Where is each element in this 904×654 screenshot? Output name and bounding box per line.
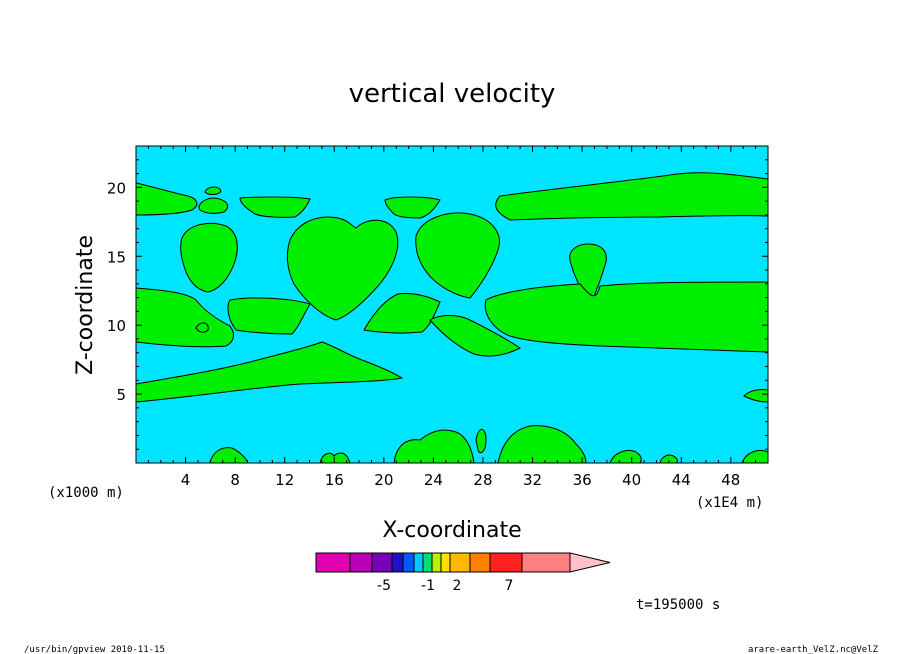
colorbar-swatch [349, 552, 373, 573]
contour-region [135, 341, 404, 403]
contour-region [198, 197, 229, 214]
colorbar-swatch [440, 552, 451, 573]
contour-region [743, 389, 769, 403]
colorbar-swatch [449, 552, 471, 573]
colorbar-swatch [402, 552, 415, 573]
contour-region [495, 172, 769, 221]
contour-region [415, 212, 500, 299]
x-tick-label: 48 [721, 471, 740, 489]
contour-region [319, 452, 351, 464]
y-axis-label: Z-coordinate [73, 235, 98, 375]
x-tick-label: 32 [523, 471, 542, 489]
colorbar-swatch [391, 552, 404, 573]
contour-region [204, 186, 222, 195]
colorbar-swatch [521, 552, 571, 573]
y-tick-label: 5 [116, 386, 126, 404]
contour-region [393, 429, 475, 464]
colorbar-extend-arrow [569, 552, 611, 573]
contour-region [227, 297, 311, 335]
colorbar-swatch [431, 552, 442, 573]
time-label: t=195000 s [636, 597, 720, 613]
contour-region [286, 216, 399, 321]
x-tick-label: 28 [473, 471, 492, 489]
x-tick-label: 44 [672, 471, 691, 489]
x-tick-label: 40 [622, 471, 641, 489]
colorbar-swatch [489, 552, 523, 573]
x-scale-note: (x1E4 m) [696, 495, 763, 511]
x-unit-label: (x1000 m) [48, 485, 124, 501]
colorbar-label: -1 [421, 578, 435, 594]
x-tick-label: 24 [424, 471, 443, 489]
colorbar-label: 2 [453, 578, 462, 594]
contour-region [239, 196, 311, 218]
contour-region [209, 447, 249, 464]
y-tick-label: 10 [107, 317, 126, 335]
x-tick-label: 8 [230, 471, 240, 489]
contour-region [609, 449, 642, 464]
colorbar-labels: -5 -1 2 7 [377, 578, 513, 594]
contour-region [475, 429, 487, 454]
contour-region [659, 454, 678, 464]
contour-regions [135, 172, 769, 464]
colorbar-label: 7 [505, 578, 514, 594]
contour-region [384, 196, 441, 219]
x-axis-ticks: 4 8 12 16 20 24 28 32 36 40 44 48 [147, 146, 757, 489]
y-axis-ticks: 5 10 15 20 [107, 159, 768, 450]
x-tick-label: 36 [573, 471, 592, 489]
contour-region [363, 293, 441, 334]
plot-frame [135, 145, 769, 464]
colorbar-swatch [371, 552, 393, 573]
colorbar-swatch [413, 552, 424, 573]
y-tick-label: 20 [107, 179, 126, 197]
y-tick-label: 15 [107, 248, 126, 266]
x-tick-label: 20 [374, 471, 393, 489]
contour-region [180, 222, 238, 293]
colorbar-label: -5 [377, 578, 391, 594]
x-tick-label: 12 [275, 471, 294, 489]
x-axis-label: X-coordinate [382, 518, 521, 543]
footer-left: /usr/bin/gpview 2010-11-15 [24, 645, 165, 654]
colorbar-swatch [422, 552, 433, 573]
colorbar-swatch [469, 552, 491, 573]
chart-title: vertical velocity [349, 79, 556, 109]
colorbar-swatch [315, 552, 351, 573]
contour-region [135, 287, 234, 348]
contour-region [497, 425, 587, 464]
footer-right: arare-earth_VelZ.nc@VelZ [748, 645, 879, 654]
x-tick-label: 4 [181, 471, 191, 489]
contour-region [429, 315, 521, 357]
contour-region [135, 182, 198, 216]
x-tick-label: 16 [325, 471, 344, 489]
colorbar [315, 552, 611, 573]
contour-region [195, 322, 209, 333]
